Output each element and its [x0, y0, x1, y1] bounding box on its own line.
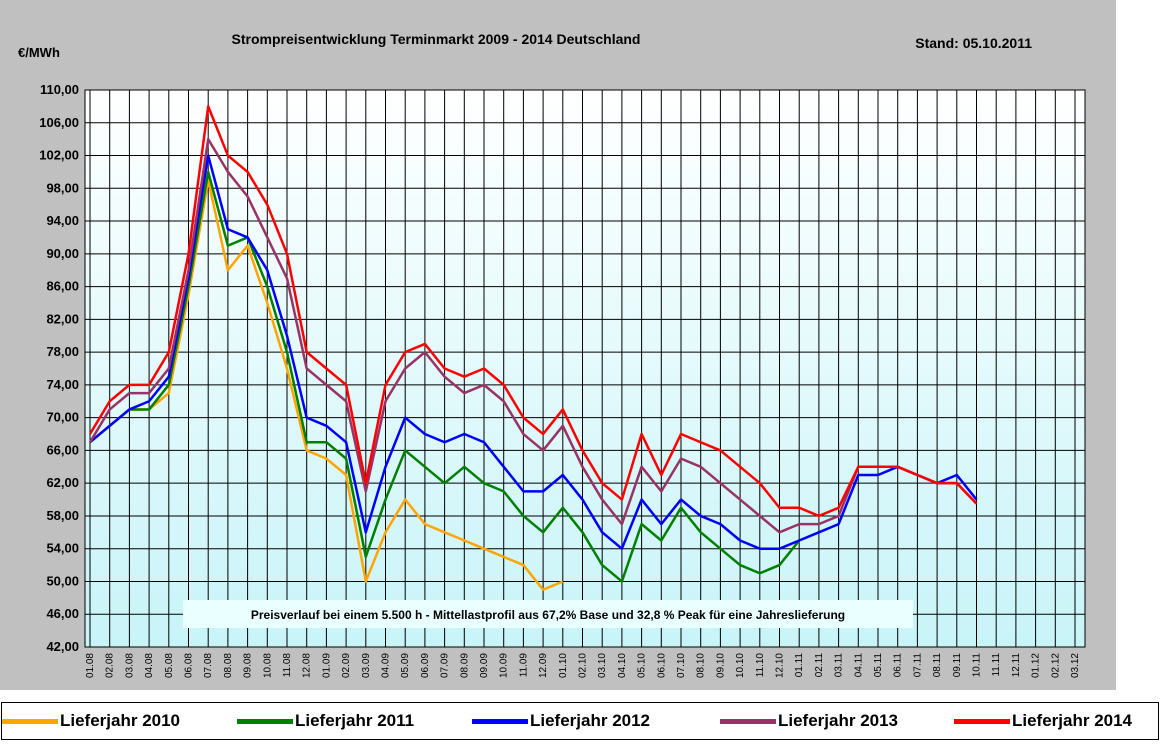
x-tick-label: 09.10	[715, 653, 726, 678]
plot-area	[84, 89, 1086, 648]
x-tick-label: 09.08	[243, 653, 254, 678]
x-tick-label: 02.08	[105, 653, 116, 678]
x-tick-label: 02.12	[1050, 653, 1061, 678]
y-tick-label: 86,00	[46, 279, 79, 294]
y-tick-label: 46,00	[46, 606, 79, 621]
series-line	[89, 178, 564, 591]
x-tick-label: 08.10	[696, 653, 707, 678]
x-tick-label: 08.09	[459, 653, 470, 678]
x-tick-label: 01.12	[1031, 653, 1042, 678]
x-tick-label: 04.10	[617, 653, 628, 678]
x-tick-label: 01.08	[85, 653, 96, 678]
x-tick-label: 01.11	[794, 653, 805, 678]
series-line	[88, 137, 978, 534]
legend-label: Lieferjahr 2014	[1012, 711, 1133, 730]
x-tick-label: 01.10	[558, 653, 569, 678]
x-tick-label: 12.08	[302, 653, 313, 678]
y-tick-label: 70,00	[46, 410, 79, 425]
x-tick-label: 11.09	[518, 653, 529, 678]
x-tick-label: 01.09	[321, 653, 332, 678]
x-tick-label: 07.11	[912, 653, 923, 678]
x-tick-label: 09.11	[952, 653, 963, 678]
annotation: Preisverlauf bei einem 5.500 h - Mittell…	[251, 608, 845, 622]
y-tick-label: 90,00	[46, 246, 79, 261]
x-tick-label: 12.10	[775, 653, 786, 678]
x-tick-label: 06.09	[420, 653, 431, 678]
y-tick-label: 98,00	[46, 180, 79, 195]
y-tick-label: 62,00	[46, 475, 79, 490]
x-tick-label: 02.10	[578, 653, 589, 678]
x-tick-label: 06.11	[893, 653, 904, 678]
subtitle: Stand: 05.10.2011	[915, 35, 1032, 51]
x-tick-label: 06.08	[184, 653, 195, 678]
y-tick-label: 102,00	[39, 148, 79, 163]
legend-item: Lieferjahr 2013	[720, 711, 898, 731]
legend-swatch	[2, 718, 58, 724]
y-tick-label: 82,00	[46, 311, 79, 326]
legend-item: Lieferjahr 2011	[237, 711, 414, 731]
legend-item: Lieferjahr 2012	[472, 711, 650, 731]
legend-swatch	[720, 718, 776, 724]
legend-label: Lieferjahr 2013	[778, 711, 899, 730]
y-tick-label: 94,00	[46, 213, 79, 228]
x-tick-label: 12.11	[1011, 653, 1022, 678]
x-tick-label: 04.11	[853, 653, 864, 678]
x-tick-label: 12.09	[538, 653, 549, 678]
y-tick-label: 54,00	[46, 541, 79, 556]
x-tick-label: 06.10	[656, 653, 667, 678]
x-tick-label: 10.10	[735, 653, 746, 678]
legend-label: Lieferjahr 2010	[60, 711, 181, 730]
y-tick-label: 58,00	[46, 508, 79, 523]
x-tick-label: 03.11	[834, 653, 845, 678]
chart: Preisverlauf bei einem 5.500 h - Mittell…	[0, 0, 1116, 690]
y-tick-label: 106,00	[39, 115, 79, 130]
legend-swatch	[237, 718, 293, 724]
y-tick-label: 66,00	[46, 442, 79, 457]
x-tick-label: 08.08	[223, 653, 234, 678]
y-tick-label: 110,00	[40, 82, 79, 97]
x-tick-label: 04.08	[144, 653, 155, 678]
x-tick-label: 09.09	[479, 653, 490, 678]
legend-swatch	[472, 718, 528, 724]
x-tick-label: 05.11	[873, 653, 884, 678]
x-tick-label: 07.09	[440, 653, 451, 678]
y-axis-label: €/MWh	[18, 45, 60, 60]
x-tick-label: 11.08	[282, 653, 293, 678]
y-tick-label: 50,00	[46, 573, 79, 588]
legend-swatch	[954, 718, 1010, 724]
x-tick-label: 03.10	[597, 653, 608, 678]
legend-item: Lieferjahr 2014	[954, 711, 1132, 731]
y-tick-label: 42,00	[46, 639, 79, 654]
x-tick-label: 11.10	[755, 653, 766, 678]
x-tick-label: 03.08	[124, 653, 135, 678]
legend-label: Lieferjahr 2012	[530, 711, 651, 730]
x-tick-label: 07.08	[203, 653, 214, 678]
x-tick-label: 03.09	[361, 653, 372, 678]
x-tick-label: 02.11	[814, 653, 825, 678]
x-tick-label: 05.10	[637, 653, 648, 678]
series-line	[89, 170, 801, 583]
x-tick-label: 07.10	[676, 653, 687, 678]
x-tick-label: 10.09	[499, 653, 510, 678]
y-tick-label: 74,00	[46, 377, 79, 392]
annotation-box	[183, 600, 913, 628]
x-tick-label: 02.09	[341, 653, 352, 678]
y-tick-label: 78,00	[46, 344, 79, 359]
x-tick-label: 10.08	[262, 653, 273, 678]
legend-item: Lieferjahr 2010	[2, 711, 180, 731]
chart-title: Strompreisentwicklung Terminmarkt 2009 -…	[232, 31, 641, 47]
series-line	[88, 105, 978, 518]
x-tick-label: 10.11	[972, 653, 983, 678]
x-tick-label: 08.11	[932, 653, 943, 678]
x-tick-label: 04.09	[381, 653, 392, 678]
x-tick-label: 11.11	[991, 653, 1002, 677]
x-tick-label: 03.12	[1070, 653, 1081, 678]
series-line	[89, 154, 978, 550]
legend-label: Lieferjahr 2011	[295, 711, 415, 730]
x-tick-label: 05.08	[164, 653, 175, 678]
x-tick-label: 05.09	[400, 653, 411, 678]
legend: Lieferjahr 2010 Lieferjahr 2011 Lieferjahr…	[1, 702, 1159, 740]
